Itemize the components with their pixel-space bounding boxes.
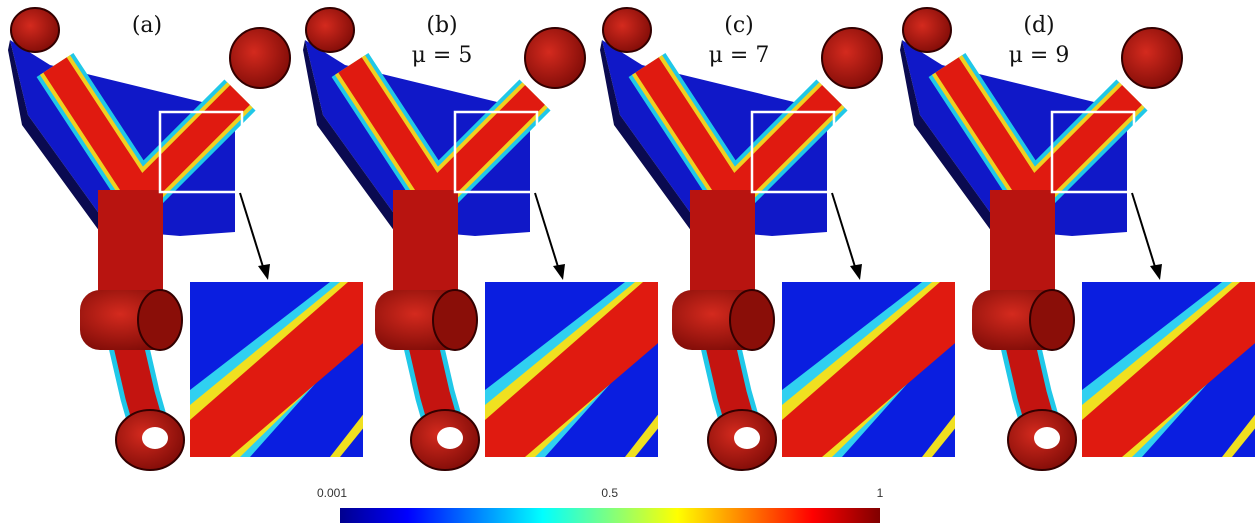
panel-subtitle: μ = 5 bbox=[412, 43, 473, 68]
panel-label: (c) bbox=[724, 13, 754, 38]
panel-subtitle: μ = 9 bbox=[1009, 43, 1070, 68]
colorbar bbox=[340, 508, 880, 523]
panels: (a) (b) μ = 5 (c) μ = 7 (d) μ = 9 bbox=[8, 8, 1255, 470]
panel-label: (a) bbox=[132, 13, 162, 38]
colorbar-tick-label: 0.001 bbox=[317, 486, 347, 500]
figure: (a) (b) μ = 5 (c) μ = 7 (d) μ = 9 0.001 0.5 1 bbox=[0, 0, 1255, 523]
panel-label: (d) bbox=[1023, 13, 1054, 38]
colorbar-tick-label: 0.5 bbox=[601, 486, 618, 500]
panel-label: (b) bbox=[426, 13, 457, 38]
colorbar-ticks: 0.001 0.5 1 bbox=[317, 486, 884, 500]
panel-subtitle: μ = 7 bbox=[709, 43, 770, 68]
colorbar-tick-label: 1 bbox=[877, 486, 884, 500]
